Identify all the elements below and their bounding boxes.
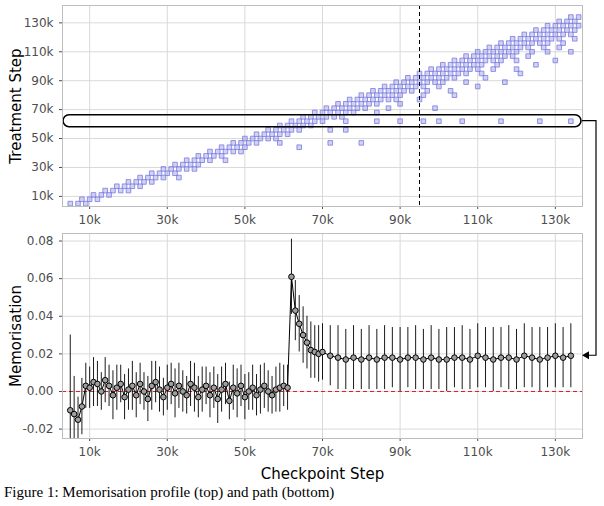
svg-text:0.08: 0.08 [27,234,54,248]
svg-text:-0.02: -0.02 [22,422,53,436]
svg-text:130k: 130k [540,213,570,227]
svg-text:30k: 30k [156,445,178,459]
svg-text:0.06: 0.06 [27,271,54,285]
svg-text:0.04: 0.04 [27,309,54,323]
svg-text:50k: 50k [31,131,53,145]
svg-text:10k: 10k [79,213,101,227]
svg-text:110k: 110k [463,445,493,459]
svg-text:10k: 10k [79,445,101,459]
svg-text:130k: 130k [540,445,570,459]
svg-text:Memorisation: Memorisation [7,285,25,387]
html-text:Figure 1: Memorisation profile: Figure 1: Memorisation profile (top) and… [4,484,335,500]
svg-text:50k: 50k [234,213,256,227]
svg-text:0.02: 0.02 [27,347,54,361]
svg-text:30k: 30k [156,213,178,227]
svg-text:0.00: 0.00 [27,384,54,398]
svg-text:70k: 70k [31,102,53,116]
svg-text:110k: 110k [24,45,54,59]
svg-text:70k: 70k [311,213,333,227]
svg-text:90k: 90k [389,445,411,459]
svg-text:70k: 70k [311,445,333,459]
svg-text:90k: 90k [31,74,53,88]
svg-text:90k: 90k [389,213,411,227]
svg-text:Checkpoint Step: Checkpoint Step [261,465,384,483]
svg-text:10k: 10k [31,189,53,203]
svg-text:30k: 30k [31,160,53,174]
svg-text:50k: 50k [234,445,256,459]
svg-text:Treatment Step: Treatment Step [7,48,25,164]
svg-text:130k: 130k [24,16,54,30]
svg-text:110k: 110k [463,213,493,227]
